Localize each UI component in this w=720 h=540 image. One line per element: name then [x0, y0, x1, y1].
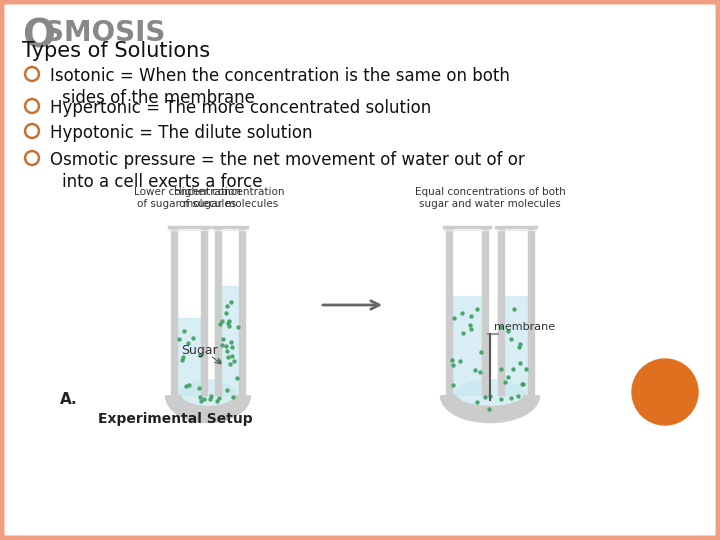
Text: Isotonic = When the concentration is the same on both: Isotonic = When the concentration is the…	[50, 67, 510, 85]
Text: sides of the membrane: sides of the membrane	[62, 89, 255, 107]
Ellipse shape	[180, 380, 236, 410]
Circle shape	[24, 124, 40, 138]
Circle shape	[27, 101, 37, 111]
Text: SMOSIS: SMOSIS	[44, 19, 166, 47]
Bar	[528, 227, 534, 395]
Bar	[452, 296, 482, 395]
Bar	[446, 227, 452, 395]
Circle shape	[24, 98, 40, 113]
Bar	[215, 227, 221, 395]
Text: Hypotonic = The dilute solution: Hypotonic = The dilute solution	[50, 124, 312, 142]
Text: Types of Solutions: Types of Solutions	[22, 41, 210, 61]
Bar	[482, 227, 488, 395]
Text: Sugar: Sugar	[181, 343, 218, 357]
Text: Experimental Setup: Experimental Setup	[98, 412, 252, 426]
Bar	[201, 227, 207, 395]
Text: A.: A.	[60, 392, 78, 407]
Bar	[215, 286, 239, 395]
Text: O: O	[22, 17, 55, 55]
Circle shape	[632, 359, 698, 425]
Text: Higher concentration
of sugar molecules: Higher concentration of sugar molecules	[174, 187, 284, 209]
Ellipse shape	[455, 380, 525, 410]
Bar	[177, 318, 201, 395]
Text: Hypertonic = The more concentrated solution: Hypertonic = The more concentrated solut…	[50, 99, 431, 117]
Text: Osmotic pressure = the net movement of water out of or: Osmotic pressure = the net movement of w…	[50, 151, 525, 169]
Bar	[498, 227, 504, 395]
Circle shape	[24, 151, 40, 165]
Text: Lower concentration
of sugar molecules: Lower concentration of sugar molecules	[133, 187, 240, 209]
Circle shape	[27, 126, 37, 136]
Text: Equal concentrations of both
sugar and water molecules: Equal concentrations of both sugar and w…	[415, 187, 565, 209]
Bar	[498, 296, 528, 395]
Circle shape	[27, 69, 37, 79]
Bar	[171, 227, 177, 395]
Circle shape	[24, 66, 40, 82]
Text: membrane: membrane	[494, 322, 555, 332]
Circle shape	[27, 153, 37, 163]
Text: into a cell exerts a force: into a cell exerts a force	[62, 173, 263, 191]
Bar	[239, 227, 245, 395]
